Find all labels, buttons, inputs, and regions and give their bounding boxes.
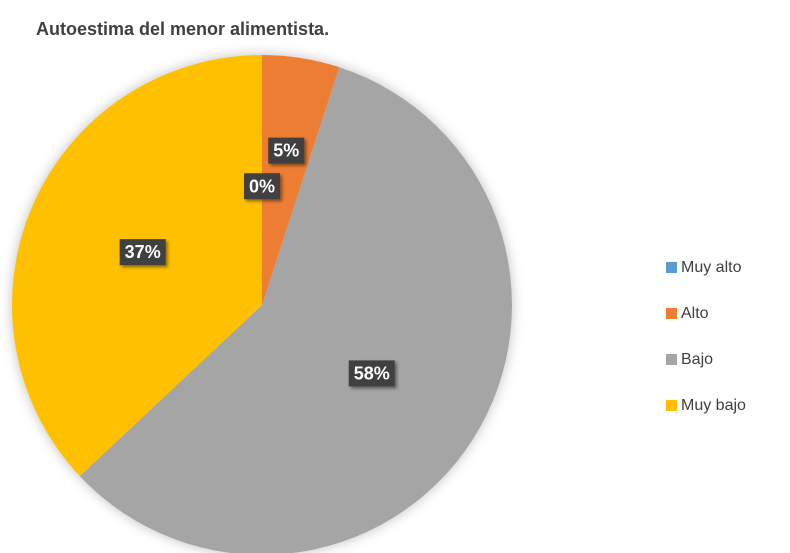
pie-slice	[262, 55, 340, 305]
data-label-box	[119, 239, 166, 266]
data-label-text: 37%	[125, 242, 161, 262]
data-label: 0%	[243, 173, 281, 200]
data-label: 37%	[119, 239, 166, 266]
data-labels: 0% 5% 58% 37%	[119, 137, 395, 387]
pie-slice	[79, 67, 512, 553]
legend-label: Muy alto	[681, 259, 742, 276]
chart-title: Autoestima del menor alimentista.	[36, 19, 329, 39]
legend-swatch	[666, 262, 677, 273]
legend-label: Bajo	[681, 351, 713, 368]
data-label-box	[243, 173, 281, 200]
legend-swatch	[666, 400, 677, 411]
data-label-box	[348, 360, 395, 387]
pie	[11, 55, 512, 553]
data-label-box	[268, 137, 305, 164]
legend-swatch	[666, 308, 677, 319]
data-label-text: 0%	[249, 176, 275, 196]
data-label: 58%	[348, 360, 395, 387]
pie-slice	[11, 55, 262, 477]
legend-swatch	[666, 354, 677, 365]
legend-label: Muy bajo	[681, 397, 746, 414]
data-label-text: 5%	[273, 141, 299, 161]
legend: Muy alto Alto Bajo Muy bajo	[666, 259, 746, 414]
data-label-text: 58%	[354, 363, 390, 383]
legend-label: Alto	[681, 305, 709, 322]
data-label: 5%	[268, 137, 305, 164]
